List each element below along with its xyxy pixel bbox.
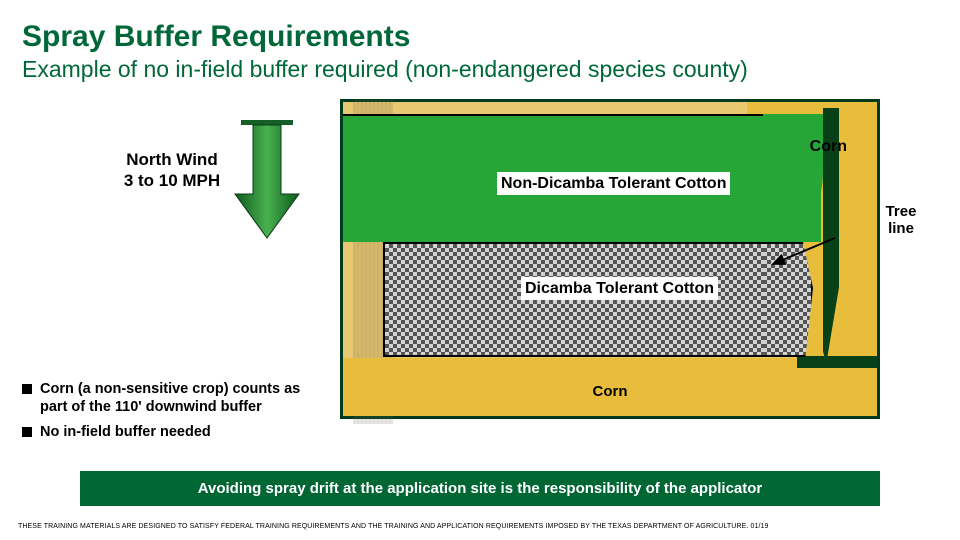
tree-line-label: Tree line xyxy=(879,204,923,237)
bullet-list: Corn (a non-sensitive crop) counts as pa… xyxy=(22,380,322,449)
wind-arrow-icon xyxy=(233,120,329,240)
wind-label: North Wind 3 to 10 MPH xyxy=(124,149,220,192)
tree-line-arrow-icon xyxy=(767,234,837,270)
bullet-text: Corn (a non-sensitive crop) counts as pa… xyxy=(40,380,322,418)
bullet-square-icon xyxy=(22,427,32,437)
corn-label-topright: Corn xyxy=(810,138,847,156)
tree-line-strip-bottom xyxy=(797,356,877,368)
field-diagram: Corn Non-Dicamba Tolerant Cotton Dicamba… xyxy=(340,99,880,419)
slide-subtitle: Example of no in-field buffer required (… xyxy=(22,56,938,83)
corn-label-bottom: Corn xyxy=(593,383,628,400)
non-dicamba-label: Non-Dicamba Tolerant Cotton xyxy=(497,172,730,195)
slide-title: Spray Buffer Requirements xyxy=(22,20,938,54)
dicamba-label: Dicamba Tolerant Cotton xyxy=(521,277,718,300)
bullet-item: Corn (a non-sensitive crop) counts as pa… xyxy=(22,380,322,418)
bullet-item: No in-field buffer needed xyxy=(22,423,322,442)
bullet-text: No in-field buffer needed xyxy=(40,423,211,442)
wind-line2: 3 to 10 MPH xyxy=(124,170,220,191)
wind-line1: North Wind xyxy=(124,149,220,170)
footer-disclaimer: THESE TRAINING MATERIALS ARE DESIGNED TO… xyxy=(18,523,942,530)
bullet-square-icon xyxy=(22,384,32,394)
responsibility-banner: Avoiding spray drift at the application … xyxy=(80,471,880,506)
